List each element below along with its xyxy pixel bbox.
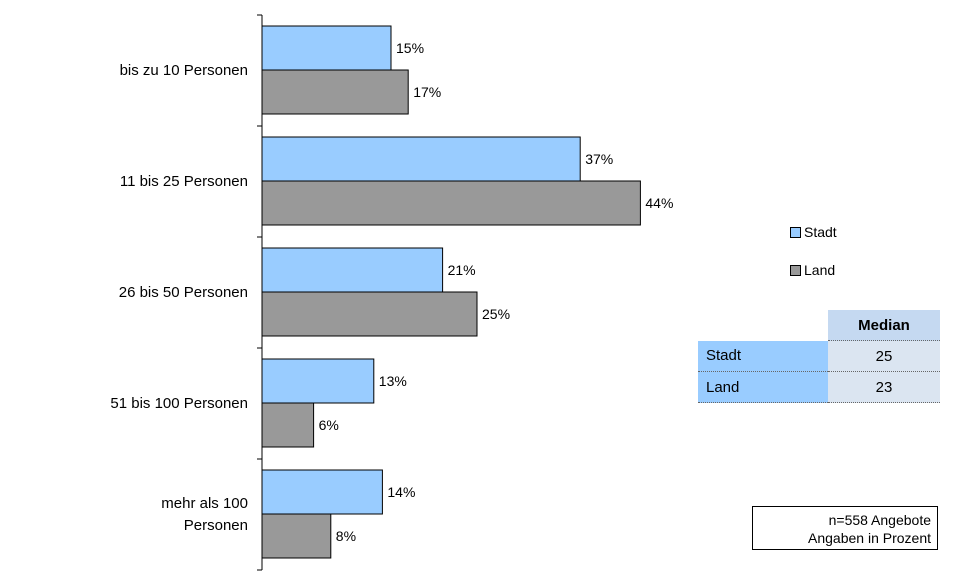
legend-label-land: Land xyxy=(804,262,836,278)
bar-land xyxy=(261,69,409,115)
median-row-label-land: Land xyxy=(698,371,828,403)
data-label-stadt: 15% xyxy=(396,40,424,56)
legend-item-land: Land xyxy=(790,260,837,280)
legend-label-stadt: Stadt xyxy=(804,224,837,240)
data-label-stadt: 21% xyxy=(448,262,476,278)
legend: Stadt Land xyxy=(790,222,837,298)
median-row-stadt: Stadt 25 xyxy=(698,340,940,372)
bar-stadt xyxy=(261,25,392,71)
sample-note-line1: n=558 Angebote xyxy=(828,512,931,528)
bar-land xyxy=(261,291,478,337)
bar-stadt xyxy=(261,247,444,293)
median-row-value-land: 23 xyxy=(828,371,940,403)
median-row-value-stadt: 25 xyxy=(828,340,940,372)
data-label-land: 17% xyxy=(413,84,441,100)
data-label-stadt: 13% xyxy=(379,373,407,389)
median-row-land: Land 23 xyxy=(698,371,940,403)
bar-land xyxy=(261,513,332,559)
bar-stadt xyxy=(261,136,581,182)
median-table: Median Stadt 25 Land 23 xyxy=(698,310,940,403)
data-label-stadt: 14% xyxy=(387,484,415,500)
data-label-land: 25% xyxy=(482,306,510,322)
data-label-land: 8% xyxy=(336,528,356,544)
bar-stadt xyxy=(261,358,375,404)
category-label: 51 bis 100 Personen xyxy=(110,395,248,412)
median-header-row: Median xyxy=(698,310,940,341)
bar-land xyxy=(261,402,315,448)
bar-stadt xyxy=(261,469,383,515)
category-label: Personen xyxy=(184,517,248,534)
category-label: mehr als 100 xyxy=(161,495,248,512)
category-label: 26 bis 50 Personen xyxy=(119,284,248,301)
bar-land xyxy=(261,180,641,226)
median-header: Median xyxy=(828,310,940,341)
median-row-label-stadt: Stadt xyxy=(698,340,828,372)
data-label-land: 44% xyxy=(645,195,673,211)
category-label: 11 bis 25 Personen xyxy=(120,173,248,190)
data-label-land: 6% xyxy=(319,417,339,433)
median-corner-cell xyxy=(698,310,828,341)
category-label: bis zu 10 Personen xyxy=(120,62,248,79)
sample-note: n=558 Angebote Angaben in Prozent xyxy=(752,506,938,550)
sample-note-line2: Angaben in Prozent xyxy=(808,530,931,546)
data-label-stadt: 37% xyxy=(585,151,613,167)
legend-swatch-stadt xyxy=(790,226,801,238)
legend-swatch-land xyxy=(790,264,801,276)
legend-item-stadt: Stadt xyxy=(790,222,837,242)
